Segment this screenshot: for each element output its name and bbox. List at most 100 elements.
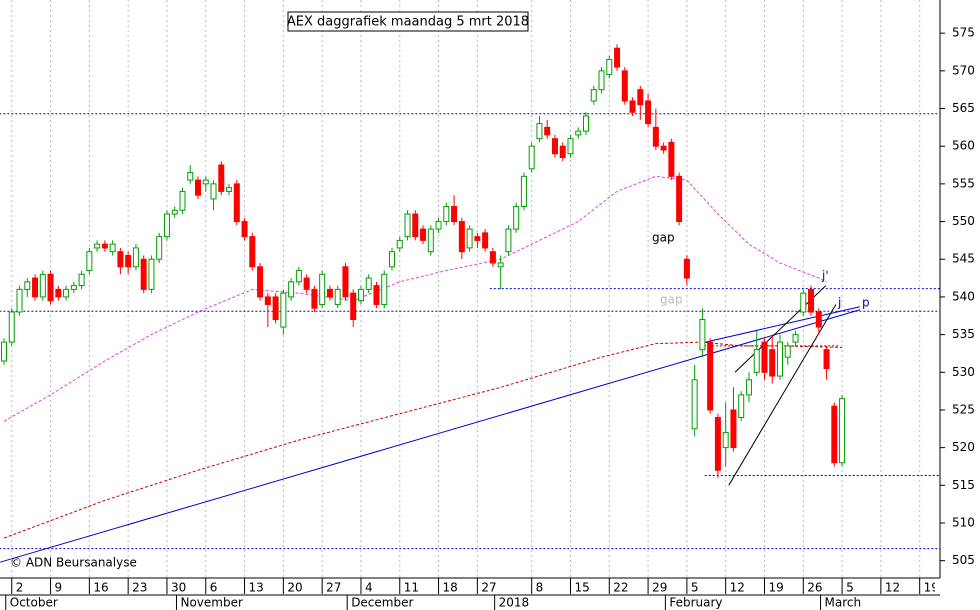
x-tick-label: 20	[287, 581, 302, 595]
candle-body	[218, 164, 225, 192]
candle-body	[63, 288, 70, 298]
candle-body	[567, 138, 574, 155]
candle-body	[311, 288, 318, 309]
candle-body	[458, 221, 465, 253]
x-tick-label: 15	[574, 581, 589, 595]
candle-body	[373, 285, 380, 305]
candle-body	[528, 145, 535, 170]
x-tick-label: 19	[924, 581, 939, 595]
x-tick-label: 22	[613, 581, 628, 595]
y-tick-label: 525	[952, 402, 975, 416]
candle-body	[195, 179, 201, 196]
candle-body	[350, 292, 357, 321]
x-tick-label: 26	[807, 581, 822, 595]
overlay-line	[3, 341, 843, 539]
y-tick-label: 520	[952, 440, 975, 454]
candle-body	[683, 258, 690, 279]
x-tick-label: 29	[652, 581, 667, 595]
candle-body	[745, 379, 752, 396]
x-tick-label: 4	[365, 581, 373, 595]
x-tick-label: 9	[55, 581, 63, 595]
candle-body	[101, 243, 108, 249]
x-tick-label: 5	[691, 581, 699, 595]
candle-body	[389, 251, 395, 268]
candle-body	[660, 145, 667, 151]
candle-body	[606, 59, 613, 76]
candle-body	[551, 138, 558, 155]
candle-body	[668, 141, 675, 177]
x-tick-label: 23	[132, 581, 147, 595]
y-tick-label: 550	[952, 214, 975, 228]
candle-body	[210, 183, 217, 200]
candle-body	[753, 349, 760, 373]
candle-body	[148, 258, 155, 290]
candle-body	[264, 296, 271, 305]
candle-body	[187, 172, 194, 181]
x-tick-label: 2	[16, 581, 24, 595]
candle-body	[171, 209, 178, 215]
candle-body	[738, 394, 745, 418]
candle-body	[451, 205, 458, 223]
candle-body	[707, 341, 714, 411]
x-tick-label: 27	[326, 581, 341, 595]
x-tick-label: 18	[443, 581, 458, 595]
candle-body	[427, 228, 434, 253]
candle-body	[47, 273, 54, 302]
x-tick-label: 13	[249, 581, 264, 595]
candle-body	[466, 228, 473, 249]
candle-body	[412, 213, 419, 238]
y-tick-label: 545	[952, 252, 975, 266]
candle-body	[163, 213, 170, 238]
candle-body	[140, 258, 147, 290]
candle-body	[513, 205, 520, 230]
x-tick-label: 12	[885, 581, 900, 595]
candle-body	[24, 281, 31, 290]
candle-body	[1, 341, 7, 362]
title-box	[287, 11, 529, 32]
x-tick-label: 16	[93, 581, 108, 595]
candle-body	[420, 228, 427, 241]
candle-body	[691, 379, 698, 430]
annotation: p	[862, 296, 870, 310]
candle-body	[365, 277, 372, 290]
annotation: gap	[652, 231, 675, 245]
candle-body	[629, 100, 636, 113]
y-tick-label: 555	[952, 176, 975, 190]
candle-body	[16, 288, 23, 313]
candle-body	[443, 205, 450, 223]
annotation: j'	[821, 269, 829, 283]
y-tick-label: 505	[952, 553, 975, 567]
candle-body	[722, 432, 729, 449]
candle-body	[730, 409, 737, 449]
candle-body	[489, 251, 496, 264]
x-tick-label: 19	[768, 581, 783, 595]
candle-body	[544, 126, 551, 136]
candle-body	[482, 232, 489, 249]
overlay-line	[728, 304, 837, 486]
annotation: gap	[660, 293, 683, 307]
candle-body	[334, 288, 341, 305]
candle-body	[598, 70, 605, 91]
candle-body	[676, 175, 683, 223]
y-tick-label: 565	[952, 101, 975, 115]
candle-body	[645, 100, 652, 125]
x-tick-label: 6	[210, 581, 218, 595]
candle-body	[156, 236, 163, 260]
candle-body	[94, 243, 101, 249]
candle-body	[319, 273, 326, 305]
x-tick-label: 27	[481, 581, 496, 595]
candle-body	[202, 179, 209, 185]
candle-body	[559, 145, 566, 158]
candle-body	[117, 251, 124, 268]
month-label: December	[351, 596, 413, 610]
candle-body	[257, 266, 264, 298]
candle-body	[226, 187, 233, 192]
candle-body	[288, 281, 295, 298]
month-label: 2018	[499, 596, 530, 610]
candle-body	[125, 254, 132, 268]
candle-body	[520, 175, 527, 207]
y-tick-label: 570	[952, 63, 975, 77]
candle-body	[8, 311, 15, 343]
